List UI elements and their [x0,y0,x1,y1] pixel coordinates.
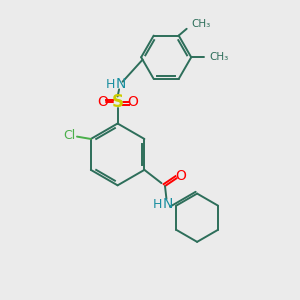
Text: CH₃: CH₃ [191,19,210,29]
Text: O: O [97,95,108,109]
Text: Cl: Cl [64,129,76,142]
Text: N: N [116,77,126,91]
Text: O: O [128,95,138,109]
Text: N: N [163,197,173,211]
Text: H: H [152,198,162,211]
Text: CH₃: CH₃ [210,52,229,62]
Text: S: S [112,93,124,111]
Text: O: O [175,169,186,183]
Text: H: H [106,77,116,91]
